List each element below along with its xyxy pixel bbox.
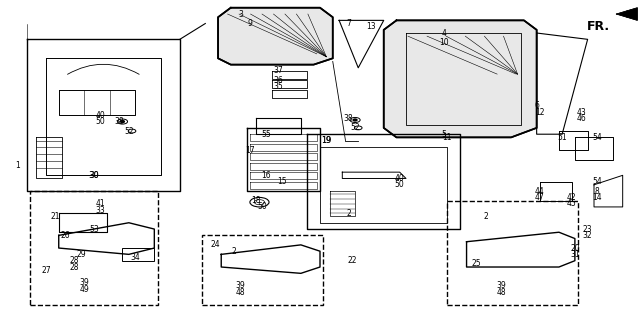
Text: 40: 40 bbox=[395, 174, 404, 183]
Text: 41: 41 bbox=[95, 199, 105, 208]
Text: 2: 2 bbox=[483, 212, 488, 221]
Text: 50: 50 bbox=[395, 180, 404, 189]
Text: 39: 39 bbox=[79, 278, 89, 287]
Text: 19: 19 bbox=[321, 136, 332, 145]
Text: 17: 17 bbox=[245, 145, 255, 154]
Circle shape bbox=[120, 121, 124, 122]
Text: 39: 39 bbox=[236, 281, 245, 291]
Text: 52: 52 bbox=[124, 127, 134, 136]
Text: 12: 12 bbox=[535, 108, 545, 116]
Text: 29: 29 bbox=[76, 250, 86, 259]
Circle shape bbox=[353, 119, 357, 121]
Text: 48: 48 bbox=[236, 288, 245, 297]
Text: 46: 46 bbox=[577, 114, 586, 123]
Text: 31: 31 bbox=[570, 250, 580, 259]
Text: 5: 5 bbox=[442, 130, 447, 139]
Text: 30: 30 bbox=[88, 171, 99, 180]
Text: 37: 37 bbox=[274, 66, 284, 76]
Text: 13: 13 bbox=[366, 22, 376, 31]
Bar bbox=[447, 201, 578, 305]
Text: 50: 50 bbox=[95, 117, 105, 126]
Text: 20: 20 bbox=[570, 243, 580, 253]
Text: 6: 6 bbox=[534, 101, 539, 110]
Bar bbox=[202, 235, 323, 305]
Text: 43: 43 bbox=[577, 108, 586, 116]
Text: 39: 39 bbox=[497, 281, 506, 291]
Text: 44: 44 bbox=[535, 187, 545, 196]
Text: 33: 33 bbox=[95, 206, 105, 215]
Text: 42: 42 bbox=[567, 193, 577, 202]
Polygon shape bbox=[384, 20, 537, 137]
Text: 8: 8 bbox=[595, 187, 600, 196]
Text: 4: 4 bbox=[442, 28, 447, 38]
Text: 30: 30 bbox=[89, 171, 99, 180]
Text: 35: 35 bbox=[274, 82, 284, 91]
Text: 51: 51 bbox=[557, 133, 567, 142]
Text: 40: 40 bbox=[95, 111, 105, 120]
Text: 22: 22 bbox=[347, 256, 356, 265]
Polygon shape bbox=[218, 8, 333, 65]
Text: 9: 9 bbox=[248, 19, 252, 28]
Text: 53: 53 bbox=[89, 225, 99, 234]
Text: 11: 11 bbox=[443, 133, 452, 142]
Text: 2: 2 bbox=[232, 247, 236, 256]
Text: FR.: FR. bbox=[587, 20, 610, 33]
Text: 1: 1 bbox=[15, 161, 20, 170]
Text: 21: 21 bbox=[51, 212, 60, 221]
Text: 26: 26 bbox=[60, 231, 70, 240]
Text: 28: 28 bbox=[70, 263, 79, 271]
Text: 50: 50 bbox=[258, 203, 268, 211]
Bar bbox=[30, 191, 157, 305]
Text: 23: 23 bbox=[583, 225, 593, 234]
Text: 54: 54 bbox=[592, 133, 602, 142]
Text: 16: 16 bbox=[261, 171, 271, 180]
Bar bbox=[122, 248, 154, 261]
Text: 34: 34 bbox=[131, 253, 140, 262]
Text: 14: 14 bbox=[593, 193, 602, 202]
Text: 49: 49 bbox=[79, 285, 89, 294]
Text: 32: 32 bbox=[583, 231, 593, 240]
Polygon shape bbox=[616, 8, 637, 20]
Text: 19: 19 bbox=[321, 136, 331, 145]
Text: 45: 45 bbox=[567, 199, 577, 208]
Text: 18: 18 bbox=[252, 196, 261, 205]
Text: 52: 52 bbox=[350, 123, 360, 132]
Text: 48: 48 bbox=[497, 288, 506, 297]
Text: 25: 25 bbox=[471, 259, 481, 268]
Text: 28: 28 bbox=[70, 256, 79, 265]
Text: 15: 15 bbox=[277, 177, 287, 186]
Text: 10: 10 bbox=[440, 38, 449, 47]
Text: 55: 55 bbox=[261, 130, 271, 139]
Text: 3: 3 bbox=[238, 10, 243, 19]
Text: 24: 24 bbox=[210, 241, 220, 249]
Text: 47: 47 bbox=[535, 193, 545, 202]
Text: 38: 38 bbox=[344, 114, 353, 123]
Text: 2: 2 bbox=[346, 209, 351, 218]
Text: 36: 36 bbox=[274, 76, 284, 85]
Text: 7: 7 bbox=[346, 19, 351, 28]
Text: 54: 54 bbox=[592, 177, 602, 186]
Text: 38: 38 bbox=[115, 117, 124, 126]
Text: 27: 27 bbox=[41, 266, 51, 275]
